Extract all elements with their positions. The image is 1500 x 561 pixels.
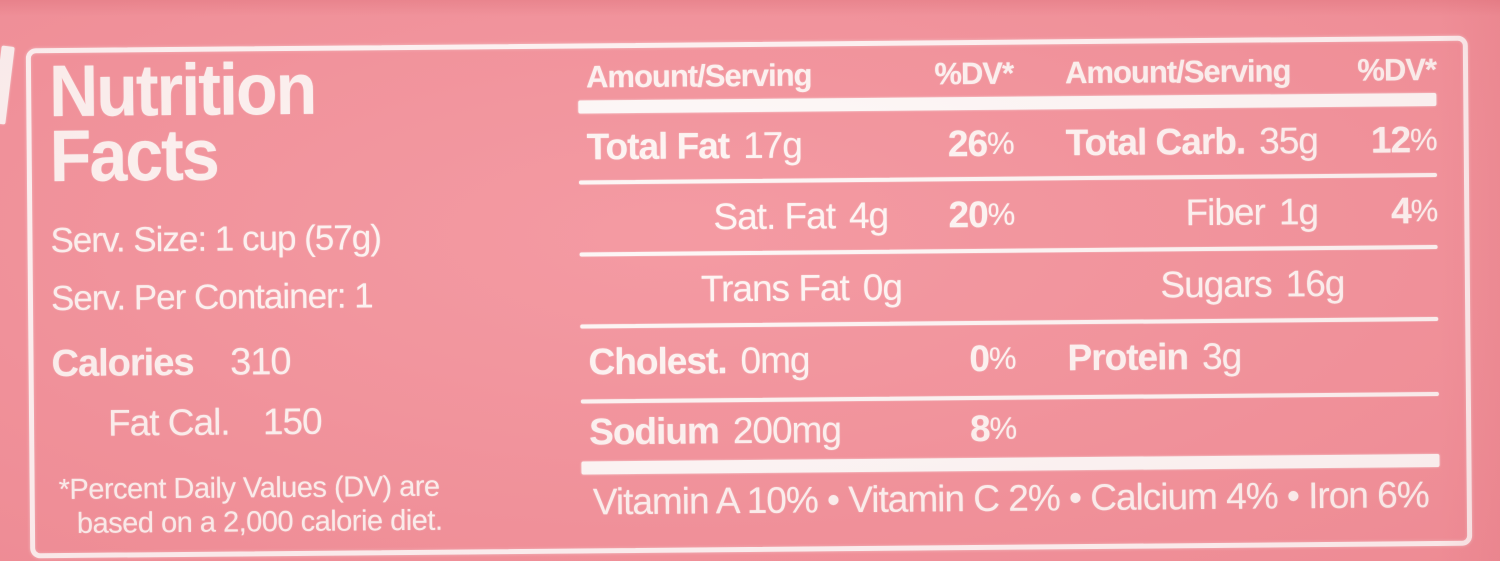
amount-serving-header-right: Amount/Serving	[1064, 53, 1291, 91]
nutrient-amount: 35g	[1258, 120, 1319, 162]
dv-percent-sign: %	[989, 410, 1017, 446]
table-row: Trans Fat 0g Sugars 16g	[580, 251, 1439, 322]
fat-cal-label: Fat Cal.	[107, 401, 230, 444]
title-line-2: Facts	[49, 114, 219, 198]
footnote-line-1: *Percent Daily Values (DV) are	[58, 470, 440, 507]
fat-cal-value: 150	[262, 400, 322, 443]
nutrient-row-sugars: Sugars 16g	[1067, 251, 1439, 318]
fat-calories-row: Fat Cal. 150	[108, 401, 322, 445]
nutrient-amount: 3g	[1201, 335, 1242, 378]
nutrient-name: Sat. Fat	[713, 195, 836, 238]
summary-panel: Nutrition Facts Serv. Size: 1 cup (57g) …	[45, 49, 519, 553]
nutrient-row-sat-fat: Sat. Fat 4g 20%	[587, 183, 1015, 251]
dv-percent-sign: %	[987, 196, 1015, 232]
nutrient-dv: 8%	[970, 408, 1017, 450]
nutrient-amount: 17g	[742, 124, 803, 167]
nutrient-row-cholesterol: Cholest. 0mg 0%	[588, 327, 1016, 395]
table-row: Cholest. 0mg 0% Protein 3g	[580, 323, 1439, 394]
nutrient-name: Cholest.	[588, 340, 727, 383]
nutrient-row-trans-fat: Trans Fat 0g	[588, 255, 1016, 323]
table-header-row: Amount/Serving %DV* Amount/Serving %DV*	[578, 46, 1436, 95]
dv-percent-sign: %	[1410, 192, 1438, 229]
dv-percent-sign: %	[986, 125, 1014, 161]
cropped-neighbor-glyph	[0, 45, 15, 125]
daily-values-footnote: *Percent Daily Values (DV) are based on …	[59, 470, 443, 541]
table-header-left-column: Amount/Serving %DV*	[586, 50, 1013, 96]
nutrient-amount: 0g	[862, 266, 903, 309]
dv-number: 4	[1390, 190, 1411, 232]
nutrient-amount: 16g	[1285, 262, 1345, 305]
nutrient-dv: 12%	[1371, 119, 1437, 162]
dv-number: 12	[1370, 119, 1411, 161]
dv-header-left: %DV*	[934, 55, 1014, 92]
nutrient-name: Sugars	[1160, 263, 1272, 306]
dv-percent-sign: %	[1409, 121, 1437, 158]
nutrient-table: Amount/Serving %DV* Amount/Serving %DV* …	[578, 46, 1440, 541]
nutrient-row-protein: Protein 3g	[1067, 323, 1439, 390]
dv-number: 0	[969, 337, 990, 380]
dv-number: 26	[947, 122, 988, 165]
table-row: Sat. Fat 4g 20% Fiber 1g 4%	[579, 179, 1438, 250]
table-row: Total Fat 17g 26% Total Carb. 35g 12%	[578, 108, 1437, 179]
footnote-line-2: based on a 2,000 calorie diet.	[76, 504, 443, 540]
calories-row: Calories 310	[51, 341, 290, 386]
nutrient-row-sodium: Sodium 200mg 8%	[589, 402, 1016, 460]
dv-number: 8	[969, 407, 990, 450]
table-header-right-column: Amount/Serving %DV*	[1065, 46, 1436, 91]
nutrient-amount: 1g	[1278, 191, 1319, 233]
nutrient-name: Trans Fat	[700, 267, 849, 310]
nutrition-facts-label: Nutrition Facts Serv. Size: 1 cup (57g) …	[25, 35, 1473, 559]
nutrient-row-total-fat: Total Fat 17g 26%	[586, 112, 1014, 180]
calories-value: 310	[229, 341, 291, 384]
nutrient-name: Total Fat	[586, 125, 730, 168]
nutrient-row-fiber: Fiber 1g 4%	[1066, 179, 1438, 246]
servings-per-container-text: Serv. Per Container: 1	[50, 276, 373, 319]
nutrient-amount: 4g	[848, 194, 889, 237]
nutrient-name: Sodium	[588, 410, 720, 453]
amount-serving-header-left: Amount/Serving	[585, 57, 812, 95]
serving-size-text: Serv. Size: 1 cup (57g)	[50, 218, 382, 261]
dv-percent-sign: %	[988, 340, 1016, 376]
nutrient-name: Total Carb.	[1065, 120, 1246, 164]
nutrition-facts-title: Nutrition Facts	[49, 49, 316, 197]
calories-label: Calories	[51, 341, 194, 386]
nutrient-dv: 0%	[969, 338, 1016, 380]
table-row: Sodium 200mg 8%	[581, 398, 1439, 459]
empty-cell	[1068, 398, 1439, 455]
dv-header-right: %DV*	[1357, 51, 1437, 88]
nutrient-name: Protein	[1067, 336, 1189, 379]
nutrient-dv: 26%	[948, 123, 1014, 166]
nutrient-dv: 4%	[1391, 190, 1438, 232]
vitamins-minerals-line: Vitamin A 10% • Vitamin C 2% • Calcium 4…	[592, 474, 1429, 523]
nutrient-dv: 20%	[948, 194, 1014, 237]
nutrient-amount: 200mg	[732, 409, 842, 452]
nutrient-row-total-carb: Total Carb. 35g 12%	[1065, 108, 1437, 175]
nutrient-name: Fiber	[1185, 191, 1266, 234]
nutrient-amount: 0mg	[740, 339, 810, 382]
dv-number: 20	[948, 193, 988, 236]
